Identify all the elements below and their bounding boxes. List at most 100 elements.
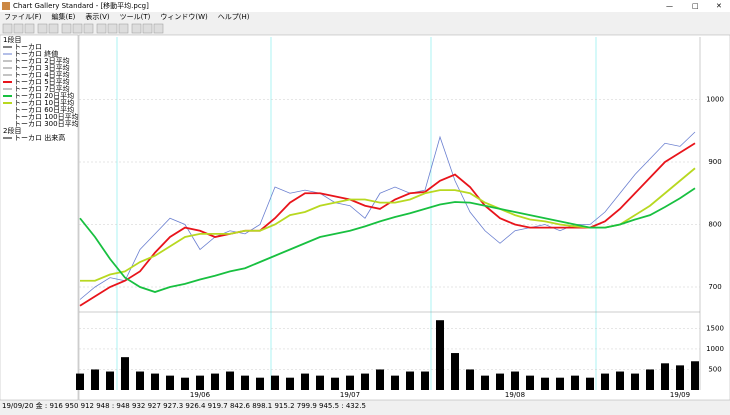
toolbar-buttons xyxy=(2,23,164,34)
close[interactable]: ✕ xyxy=(716,2,722,10)
menu-item[interactable]: ツール(T) xyxy=(120,13,151,21)
tool-button[interactable] xyxy=(118,23,129,34)
volume-bar xyxy=(286,377,294,390)
volume-bar xyxy=(691,361,699,390)
volume-bar xyxy=(421,371,429,390)
chart-area xyxy=(78,34,730,401)
volume-bar xyxy=(481,375,489,390)
legend-item: トーカロ 300日平均 xyxy=(14,119,79,128)
tool-button[interactable] xyxy=(107,23,118,34)
volume-bar xyxy=(496,373,504,390)
app-icon xyxy=(2,2,10,10)
tool-button[interactable] xyxy=(72,23,83,34)
volume-bar xyxy=(391,375,399,390)
x-tick-label: 19/09 xyxy=(670,391,690,399)
volume-bar xyxy=(361,373,369,390)
y-tick-label: 1000 xyxy=(706,96,724,104)
y-tick-label: 1500 xyxy=(706,324,724,332)
volume-bar xyxy=(196,375,204,390)
legend-item: 2段目 xyxy=(3,126,21,135)
legend-item: トーカロ 終値 xyxy=(14,49,58,58)
menu-item[interactable]: ヘルプ(H) xyxy=(218,13,250,21)
volume-bar xyxy=(526,375,534,390)
status-bar xyxy=(0,401,730,411)
volume-bar xyxy=(616,371,624,390)
volume-bar xyxy=(376,369,384,390)
tool-button[interactable] xyxy=(142,23,153,34)
x-tick-label: 19/08 xyxy=(505,391,525,399)
legend-item: トーカロ 出来高 xyxy=(14,133,65,142)
volume-bar xyxy=(676,365,684,390)
title-bar xyxy=(0,0,730,12)
volume-bar xyxy=(91,369,99,390)
volume-bar xyxy=(451,353,459,390)
volume-bar xyxy=(166,375,174,390)
tool-button[interactable] xyxy=(24,23,35,34)
y-tick-label: 700 xyxy=(708,283,721,291)
legend-item: トーカロ 4日平均 xyxy=(14,70,70,79)
volume-bar xyxy=(271,375,279,390)
series-line xyxy=(79,187,696,293)
volume-bar xyxy=(301,373,309,390)
legend-item: トーカロ 100日平均 xyxy=(14,112,79,121)
legend-item: トーカロ 60日平均 xyxy=(14,105,74,114)
volume-bar xyxy=(151,373,159,390)
date-grid xyxy=(116,37,597,390)
volume-bar xyxy=(331,377,339,390)
volume-bar xyxy=(406,371,414,390)
volume-bar xyxy=(601,373,609,390)
minimize[interactable]: — xyxy=(666,2,673,10)
volume-bar xyxy=(556,377,564,390)
volume-bar xyxy=(256,377,264,390)
menu-item[interactable]: ウィンドウ(W) xyxy=(160,13,208,21)
tool-button[interactable] xyxy=(153,23,164,34)
tool-button[interactable] xyxy=(61,23,72,34)
legend-item: トーカロ xyxy=(14,43,42,51)
maximize[interactable]: □ xyxy=(692,2,699,10)
legend-item: トーカロ 7日平均 xyxy=(14,84,70,93)
legend-item: トーカロ 3日平均 xyxy=(14,63,70,72)
volume-bar xyxy=(136,371,144,390)
volume-bar xyxy=(541,377,549,390)
series-line xyxy=(79,131,696,300)
menu-item[interactable]: 編集(E) xyxy=(52,12,76,21)
y-tick-label: 800 xyxy=(708,221,721,229)
volume-bar xyxy=(241,375,249,390)
window-title: Chart Gallery Standard - [移動平均.pcg] xyxy=(13,1,149,10)
volume-bar xyxy=(106,371,114,390)
legend-item: トーカロ 20日平均 xyxy=(14,91,74,100)
legend-panel xyxy=(0,34,79,401)
volume-bar xyxy=(466,369,474,390)
legend-item: 1段目 xyxy=(3,35,21,44)
tool-button[interactable] xyxy=(83,23,94,34)
volume-bar xyxy=(586,377,594,390)
volume-bar xyxy=(181,377,189,390)
legend-item: トーカロ 10日平均 xyxy=(14,98,74,107)
tool-button[interactable] xyxy=(37,23,48,34)
tool-button[interactable] xyxy=(48,23,59,34)
status-text: 19/09/20 金 : 916 950 912 948 : 948 932 9… xyxy=(2,401,366,410)
series-line xyxy=(79,142,696,307)
legend-item: トーカロ 5日平均 xyxy=(14,77,70,86)
y-tick-label: 1000 xyxy=(706,345,724,353)
tool-button[interactable] xyxy=(13,23,24,34)
x-tick-label: 19/06 xyxy=(190,391,211,399)
y-tick-label: 900 xyxy=(708,158,721,166)
volume-bar xyxy=(316,375,324,390)
legend-item: トーカロ 2日平均 xyxy=(14,56,70,65)
tool-button[interactable] xyxy=(2,23,13,34)
volume-bar xyxy=(646,369,654,390)
volume-bar xyxy=(571,375,579,390)
menu-item[interactable]: 表示(V) xyxy=(85,12,110,21)
tool-button[interactable] xyxy=(96,23,107,34)
volume-bar xyxy=(661,363,669,390)
y-tick-label: 500 xyxy=(708,365,721,373)
menu-item[interactable]: ファイル(F) xyxy=(4,13,42,21)
tool-button[interactable] xyxy=(131,23,142,34)
volume-bar xyxy=(121,357,129,390)
volume-bar xyxy=(76,373,84,390)
volume-bar xyxy=(211,373,219,390)
volume-bar xyxy=(511,371,519,390)
